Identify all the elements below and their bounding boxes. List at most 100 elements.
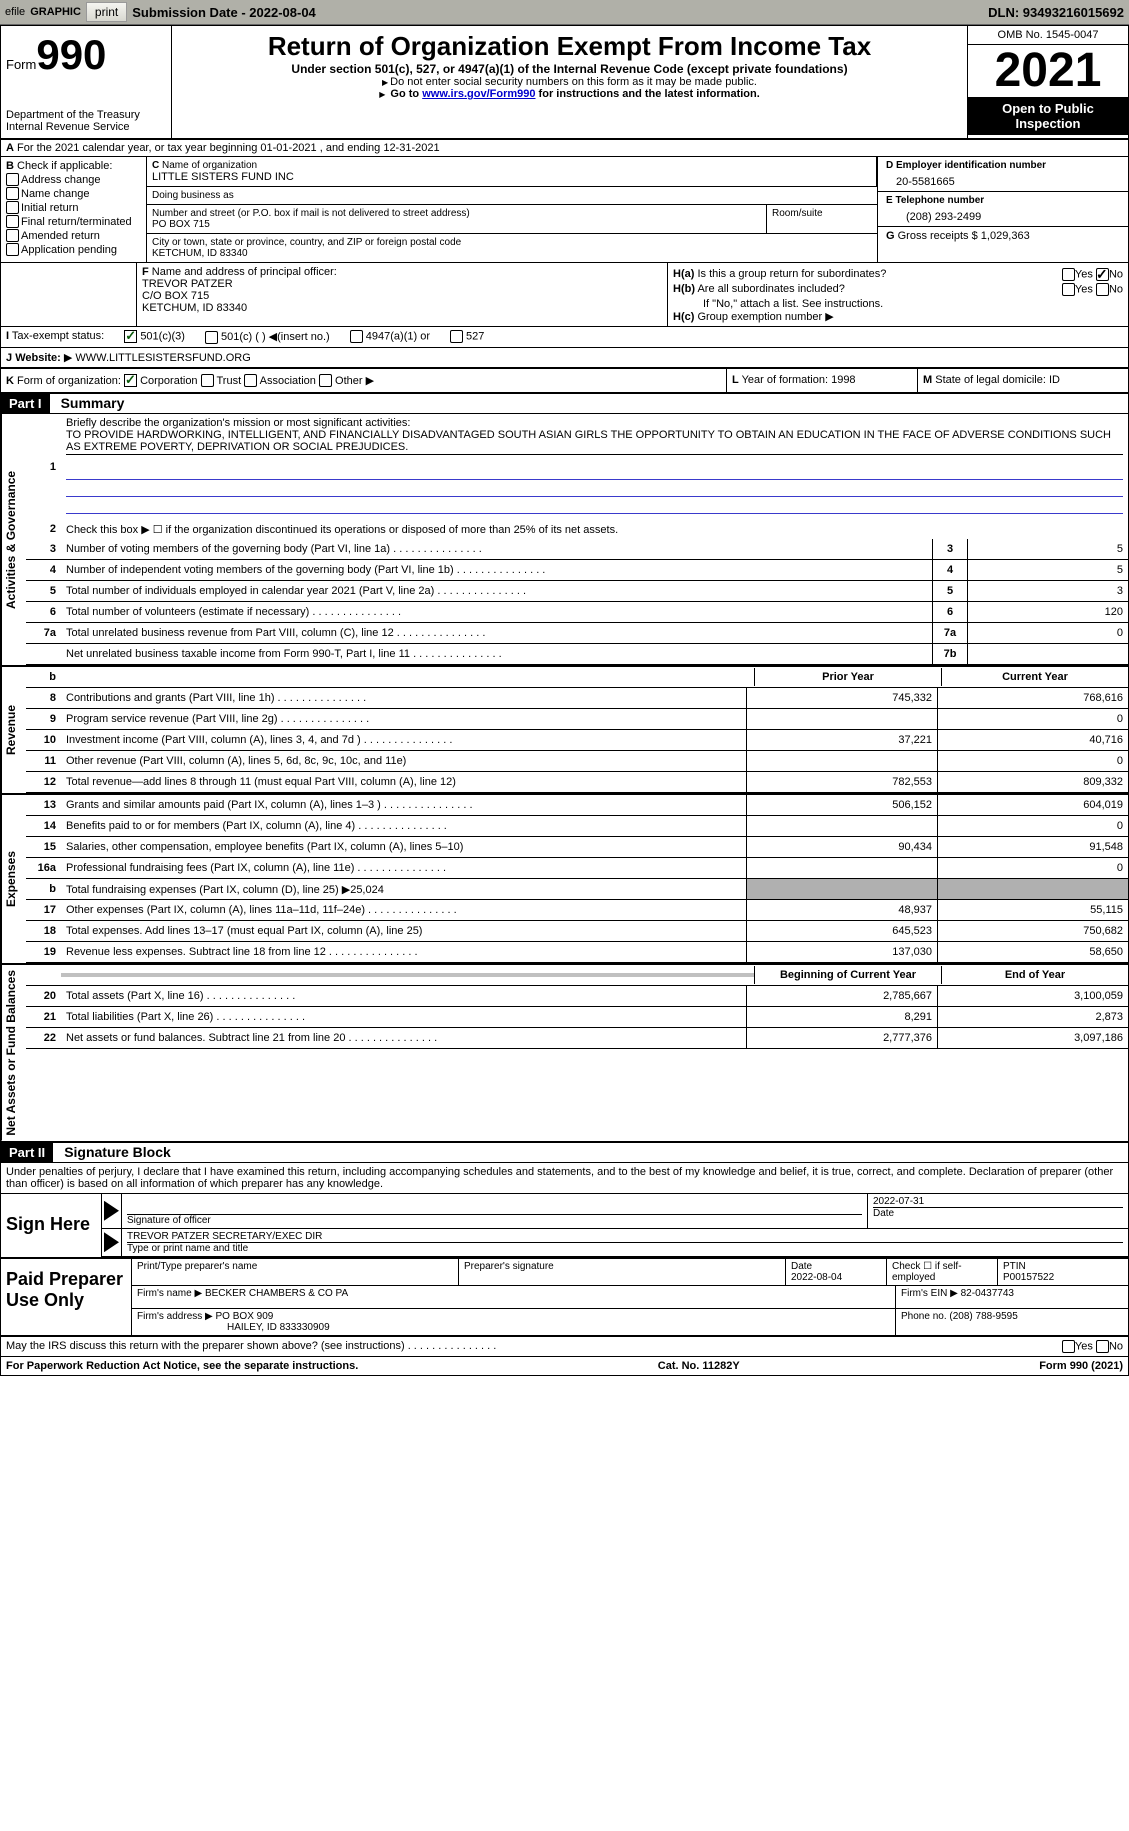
revenue-label: Revenue <box>1 667 26 793</box>
part1-title: Summary <box>53 395 125 411</box>
mission-label: Briefly describe the organization's miss… <box>66 417 410 429</box>
irs-label: Internal Revenue Service <box>6 121 130 133</box>
ha-label: Is this a group return for subordinates? <box>697 268 886 280</box>
line-17: Other expenses (Part IX, column (A), lin… <box>61 902 746 918</box>
firm-name-label: Firm's name <box>137 1288 192 1299</box>
city-label: City or town, state or province, country… <box>152 237 872 248</box>
line-19: Revenue less expenses. Subtract line 18 … <box>61 944 746 960</box>
corp-checkbox[interactable] <box>124 374 137 387</box>
form-org-label: Form of organization: <box>17 375 121 387</box>
form-990: Form990 Department of the Treasury Inter… <box>0 25 1129 1376</box>
sign-here-label: Sign Here <box>1 1194 102 1257</box>
dept-label: Department of the Treasury <box>6 109 140 121</box>
form-title: Return of Organization Exempt From Incom… <box>177 31 962 62</box>
line-3: Number of voting members of the governin… <box>61 541 932 557</box>
activities-label: Activities & Governance <box>1 414 26 665</box>
form-subtitle: Under section 501(c), 527, or 4947(a)(1)… <box>177 62 962 76</box>
net-assets-label: Net Assets or Fund Balances <box>1 965 26 1141</box>
officer-name: TREVOR PATZER <box>142 278 233 290</box>
line-2: Check this box ▶ ☐ if the organization d… <box>61 521 1128 538</box>
prep-name-label: Print/Type preparer's name <box>132 1259 459 1285</box>
part1-header: Part I <box>1 394 50 413</box>
graphic-label: GRAPHIC <box>30 6 81 18</box>
hc-label: Group exemption number <box>697 311 822 323</box>
part2-header: Part II <box>1 1143 53 1162</box>
hb-note: If "No," attach a list. See instructions… <box>673 298 1123 310</box>
other-checkbox[interactable] <box>319 374 332 387</box>
paperwork-notice: For Paperwork Reduction Act Notice, see … <box>6 1360 358 1372</box>
501c3-checkbox[interactable] <box>124 330 137 343</box>
efile-label: efile <box>5 6 25 18</box>
discuss-yes-checkbox[interactable] <box>1062 1340 1075 1353</box>
expenses-label: Expenses <box>1 795 26 963</box>
line-6-val: 120 <box>967 602 1128 622</box>
firm-addr2: HAILEY, ID 833330909 <box>137 1322 330 1333</box>
discuss-no-checkbox[interactable] <box>1096 1340 1109 1353</box>
ha-no-checkbox[interactable] <box>1096 268 1109 281</box>
org-name-label: Name of organization <box>162 160 257 171</box>
line-7a: Total unrelated business revenue from Pa… <box>61 625 932 641</box>
irs-link[interactable]: www.irs.gov/Form990 <box>422 88 535 100</box>
addr-change-checkbox[interactable] <box>6 173 19 186</box>
firm-ein: 82-0437743 <box>961 1288 1014 1299</box>
calendar-year-row: A For the 2021 calendar year, or tax yea… <box>1 140 1128 157</box>
line-20: Total assets (Part X, line 16) <box>61 988 746 1004</box>
form-footer: Form 990 (2021) <box>1039 1360 1123 1372</box>
527-checkbox[interactable] <box>450 330 463 343</box>
ptin-value: P00157522 <box>1003 1272 1054 1283</box>
paid-preparer-label: Paid Preparer Use Only <box>1 1259 132 1335</box>
declaration-text: Under penalties of perjury, I declare th… <box>1 1163 1128 1193</box>
hb-yes-checkbox[interactable] <box>1062 283 1075 296</box>
line-12: Total revenue—add lines 8 through 11 (mu… <box>61 774 746 790</box>
amended-checkbox[interactable] <box>6 229 19 242</box>
line-6: Total number of volunteers (estimate if … <box>61 604 932 620</box>
initial-return-checkbox[interactable] <box>6 201 19 214</box>
end-year-hdr: End of Year <box>941 966 1128 984</box>
arrow-icon <box>104 1201 119 1221</box>
tel-label: Telephone number <box>895 195 984 206</box>
assoc-checkbox[interactable] <box>244 374 257 387</box>
beg-year-hdr: Beginning of Current Year <box>754 966 941 984</box>
officer-addr1: C/O BOX 715 <box>142 290 209 302</box>
room-label: Room/suite <box>767 205 877 233</box>
tel-value: (208) 293-2499 <box>886 206 1120 223</box>
tax-year: 2021 <box>968 45 1128 97</box>
prep-self-employed: Check ☐ if self-employed <box>887 1259 998 1285</box>
app-pending-checkbox[interactable] <box>6 243 19 256</box>
line-9: Program service revenue (Part VIII, line… <box>61 711 746 727</box>
line-4: Number of independent voting members of … <box>61 562 932 578</box>
name-change-checkbox[interactable] <box>6 187 19 200</box>
line-21: Total liabilities (Part X, line 26) <box>61 1009 746 1025</box>
prep-date-label: Date <box>791 1261 812 1272</box>
line-7b-val <box>967 644 1128 664</box>
website-label: Website: <box>15 352 61 364</box>
prep-sig-label: Preparer's signature <box>459 1259 786 1285</box>
tax-exempt-label: Tax-exempt status: <box>12 330 104 342</box>
phone-label: Phone no. <box>901 1311 947 1322</box>
officer-printed-name: TREVOR PATZER SECRETARY/EXEC DIR <box>127 1231 1123 1242</box>
final-return-checkbox[interactable] <box>6 215 19 228</box>
prior-year-hdr: Prior Year <box>754 668 941 686</box>
501c-checkbox[interactable] <box>205 331 218 344</box>
hb-label: Are all subordinates included? <box>697 283 844 295</box>
arrow-icon <box>104 1232 119 1252</box>
sig-date: 2022-07-31 <box>873 1196 1123 1207</box>
officer-addr2: KETCHUM, ID 83340 <box>142 302 247 314</box>
line-3-val: 5 <box>967 539 1128 559</box>
street-label: Number and street (or P.O. box if mail i… <box>152 208 761 219</box>
print-button[interactable]: print <box>86 2 127 22</box>
sig-officer-label: Signature of officer <box>127 1214 862 1226</box>
submission-date: Submission Date - 2022-08-04 <box>132 5 316 20</box>
officer-label: Name and address of principal officer: <box>152 266 337 278</box>
note-ssn: Do not enter social security numbers on … <box>177 76 962 88</box>
trust-checkbox[interactable] <box>201 374 214 387</box>
line-11: Other revenue (Part VIII, column (A), li… <box>61 753 746 769</box>
hb-no-checkbox[interactable] <box>1096 283 1109 296</box>
officer-printed-label: Type or print name and title <box>127 1242 1123 1254</box>
line-18: Total expenses. Add lines 13–17 (must eq… <box>61 923 746 939</box>
form-label: Form <box>6 57 36 72</box>
ha-yes-checkbox[interactable] <box>1062 268 1075 281</box>
line-15: Salaries, other compensation, employee b… <box>61 839 746 855</box>
form-number: 990 <box>36 31 106 78</box>
4947-checkbox[interactable] <box>350 330 363 343</box>
